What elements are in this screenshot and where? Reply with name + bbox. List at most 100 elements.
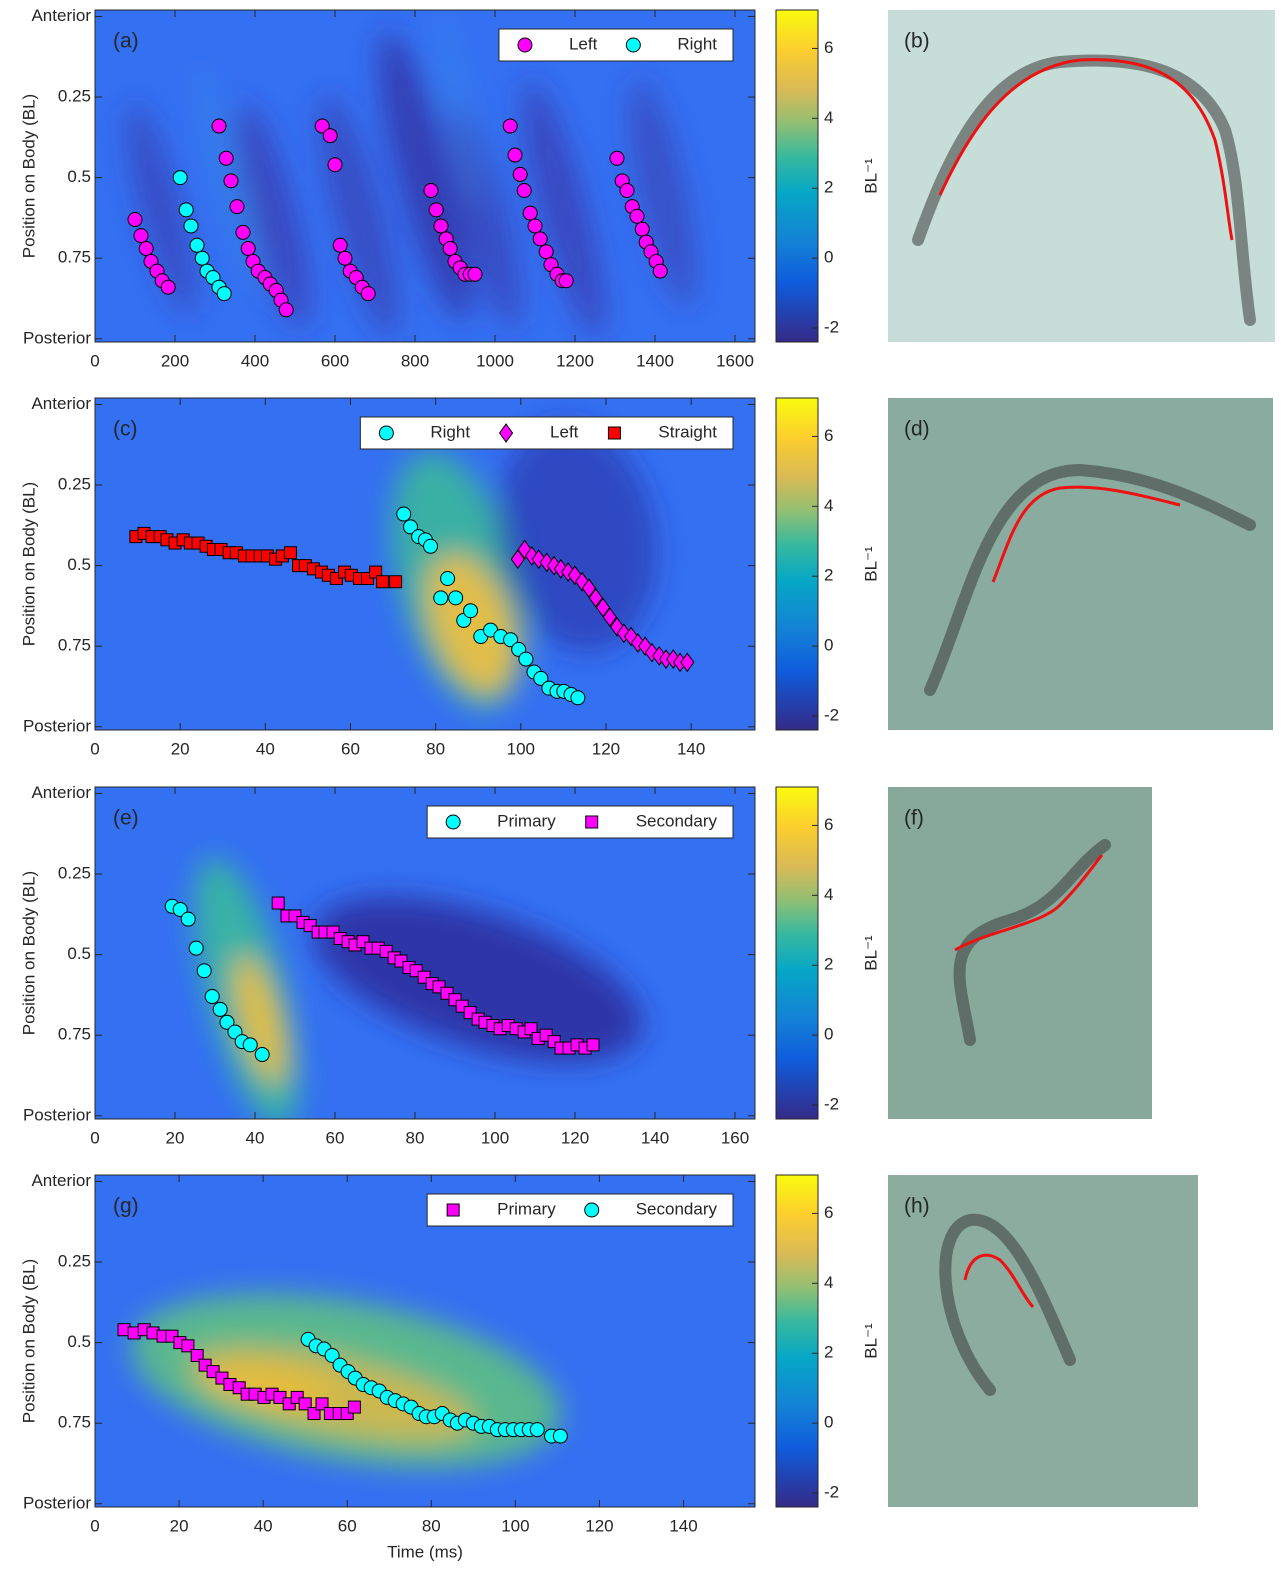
x-tick-label: 160 [721, 1128, 749, 1147]
marker [243, 1038, 257, 1052]
colorbar [776, 1175, 818, 1507]
x-tick-label: 100 [481, 1128, 509, 1147]
x-tick-label: 20 [171, 739, 190, 758]
marker [338, 251, 352, 265]
panel-label: (c) [113, 418, 138, 441]
colorbar-label: BL⁻¹ [861, 1323, 880, 1359]
marker [190, 238, 204, 252]
marker [212, 119, 226, 133]
y-axis-label: Position on Body (BL) [19, 871, 38, 1035]
y-tick-label: Posterior [23, 328, 91, 347]
photo-label: (d) [904, 418, 930, 441]
y-axis-label: Position on Body (BL) [19, 94, 38, 258]
colorbar-tick-label: 4 [824, 496, 833, 515]
x-tick-label: 140 [677, 739, 705, 758]
marker [434, 219, 448, 233]
colorbar-tick-label: -2 [824, 318, 839, 337]
marker [635, 222, 649, 236]
y-tick-label: 0.5 [67, 555, 91, 574]
x-tick-label: 80 [406, 1128, 425, 1147]
marker [523, 206, 537, 220]
legend-label: Primary [497, 811, 556, 830]
colorbar-tick-label: 6 [824, 1203, 833, 1222]
colorbar-tick-label: 6 [824, 38, 833, 57]
x-tick-label: 100 [507, 739, 535, 758]
legend-label: Left [550, 422, 579, 441]
figure: 02004006008001000120014001600Anterior0.2… [0, 0, 1287, 1581]
colorbar-tick-label: 0 [824, 248, 833, 267]
x-tick-label: 1000 [476, 351, 514, 370]
y-tick-label: Anterior [31, 1171, 91, 1190]
marker [586, 816, 598, 828]
x-tick-label: 40 [256, 739, 275, 758]
marker [587, 1039, 599, 1051]
y-tick-label: Anterior [31, 394, 91, 413]
marker [189, 941, 203, 955]
x-tick-label: 400 [241, 351, 269, 370]
marker [213, 1002, 227, 1016]
marker [626, 38, 640, 52]
x-tick-label: 100 [501, 1516, 529, 1535]
y-tick-label: 0.75 [58, 636, 91, 655]
y-tick-label: 0.5 [67, 167, 91, 186]
marker [533, 232, 547, 246]
marker [323, 129, 337, 143]
y-tick-label: 0.25 [58, 87, 91, 106]
x-tick-label: 200 [161, 351, 189, 370]
marker [184, 219, 198, 233]
x-tick-label: 0 [90, 351, 99, 370]
photo-label: (b) [904, 30, 930, 53]
marker [328, 158, 342, 172]
y-tick-label: Anterior [31, 6, 91, 25]
legend-label: Primary [497, 1199, 556, 1218]
marker [128, 213, 142, 227]
marker [205, 990, 219, 1004]
marker [161, 280, 175, 294]
marker [424, 539, 438, 553]
colorbar-tick-label: -2 [824, 1095, 839, 1114]
marker [348, 1401, 360, 1413]
marker [134, 229, 148, 243]
x-tick-label: 0 [90, 1516, 99, 1535]
marker [528, 219, 542, 233]
marker [468, 267, 482, 281]
marker [530, 1423, 544, 1437]
marker [179, 203, 193, 217]
colorbar-label: BL⁻¹ [861, 158, 880, 194]
y-tick-label: 0.75 [58, 1413, 91, 1432]
x-tick-label: 0 [90, 1128, 99, 1147]
photo-label: (f) [904, 807, 924, 830]
photo [888, 398, 1273, 730]
marker [139, 242, 153, 256]
x-tick-label: 60 [341, 739, 360, 758]
marker [443, 242, 457, 256]
marker [434, 591, 448, 605]
colorbar-tick-label: -2 [824, 706, 839, 725]
marker [279, 303, 293, 317]
marker [181, 912, 195, 926]
colorbar-tick-label: 4 [824, 885, 833, 904]
x-tick-label: 60 [326, 1128, 345, 1147]
marker [333, 238, 347, 252]
marker [508, 148, 522, 162]
colorbar [776, 398, 818, 730]
y-tick-label: 0.5 [67, 1332, 91, 1351]
photo [888, 1175, 1198, 1507]
legend-label: Secondary [636, 811, 718, 830]
marker [195, 251, 209, 265]
marker [379, 426, 393, 440]
y-tick-label: 0.25 [58, 475, 91, 494]
colorbar [776, 10, 818, 342]
marker [519, 652, 533, 666]
marker [630, 209, 644, 223]
y-axis-label: Position on Body (BL) [19, 482, 38, 646]
marker [197, 964, 211, 978]
marker [608, 427, 620, 439]
marker [503, 119, 517, 133]
panel-label: (e) [113, 807, 139, 830]
colorbar-tick-label: 2 [824, 1343, 833, 1362]
colorbar-tick-label: 0 [824, 1025, 833, 1044]
panel-label: (g) [113, 1195, 139, 1218]
